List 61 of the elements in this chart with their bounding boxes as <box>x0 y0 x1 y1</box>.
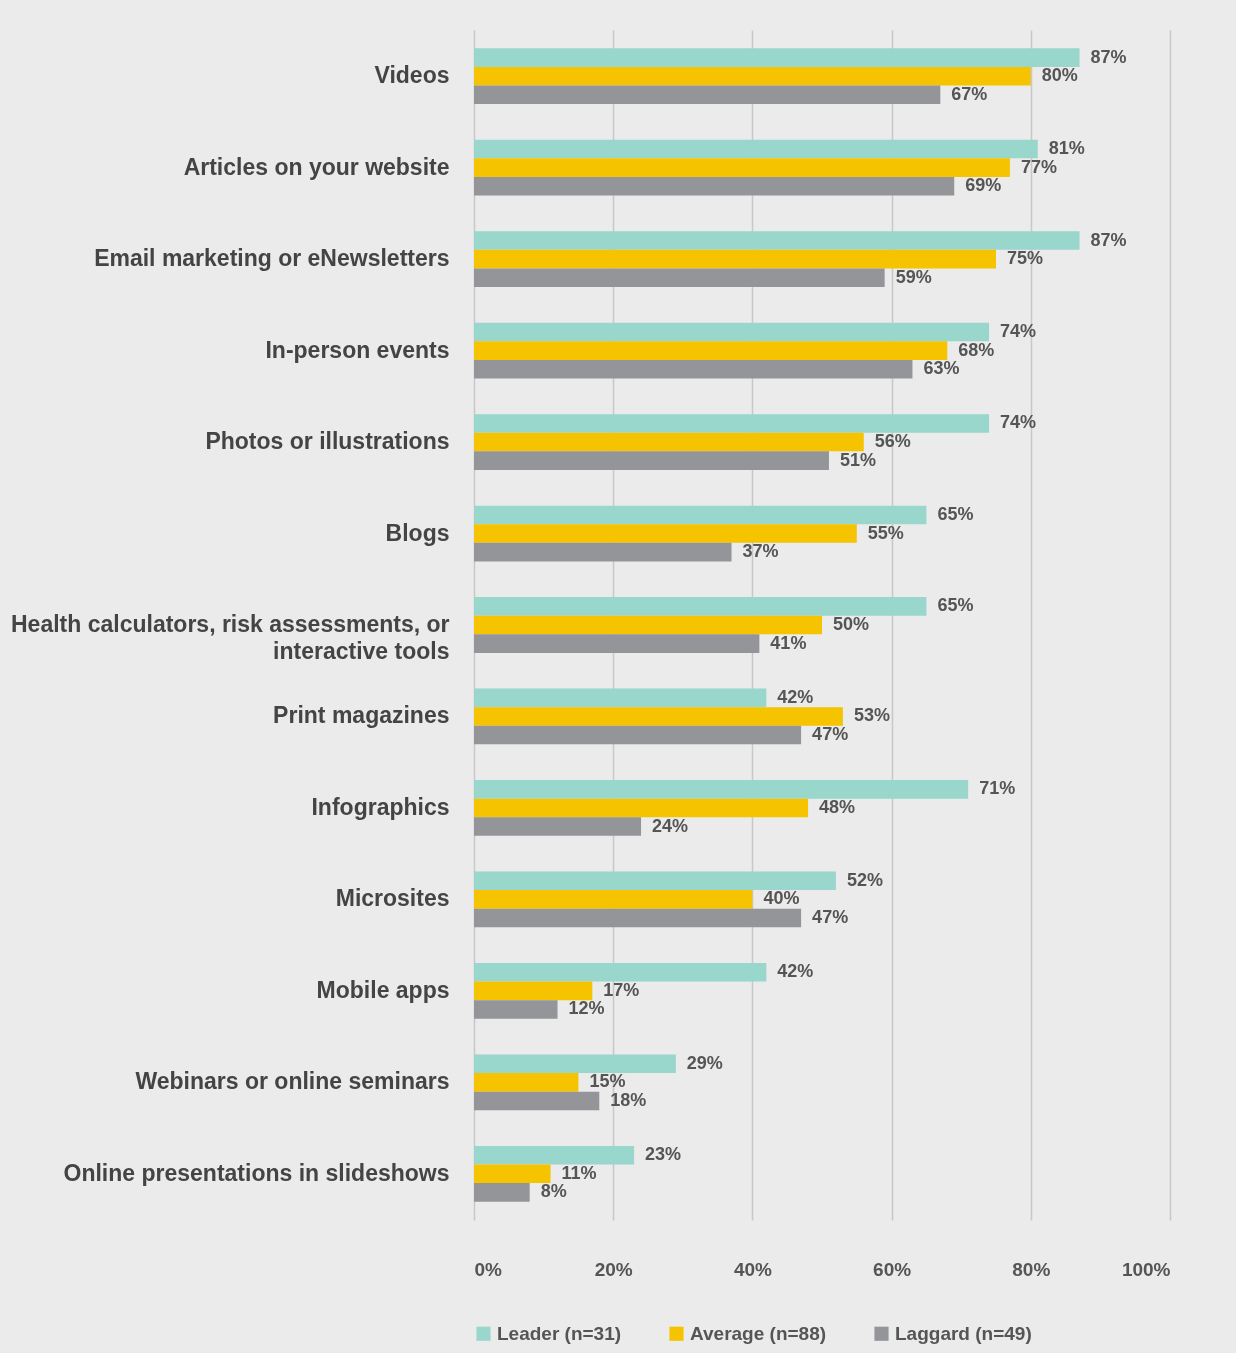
data-label: 17% <box>603 979 640 1000</box>
data-label: 47% <box>812 724 849 745</box>
x-tick-label: 80% <box>1012 1258 1051 1280</box>
y-tick-label: Health calculators, risk assessments, or interactive tools <box>11 611 450 664</box>
data-label: 37% <box>742 541 779 562</box>
y-tick-label: Mobile apps <box>316 976 450 1003</box>
data-label: 41% <box>770 632 807 653</box>
x-tick-label: 0% <box>474 1258 503 1280</box>
data-label: 55% <box>867 522 904 543</box>
y-tick-label: Microsites <box>335 885 450 912</box>
x-tick-label: 20% <box>594 1258 633 1280</box>
data-label: 65% <box>937 595 974 616</box>
y-tick-label: Print magazines <box>273 702 450 729</box>
data-label: 77% <box>1020 156 1057 177</box>
y-tick-label: In-person events <box>265 336 450 363</box>
legend-label: Average (n=88) <box>690 1322 827 1344</box>
data-label: 63% <box>923 358 960 379</box>
data-label: 24% <box>652 815 689 836</box>
y-tick-label: Online presentations in slideshows <box>63 1159 450 1186</box>
data-label: 68% <box>958 339 995 360</box>
data-label: 18% <box>610 1089 647 1110</box>
data-label: 40% <box>763 888 800 909</box>
x-tick-label: 100% <box>1121 1258 1171 1280</box>
x-tick-label: 60% <box>873 1258 912 1280</box>
data-label: 75% <box>1007 248 1044 269</box>
data-label: 81% <box>1048 138 1085 159</box>
data-label: 29% <box>686 1052 723 1073</box>
y-tick-label: Email marketing or eNewsletters <box>94 245 450 272</box>
data-label: 53% <box>853 705 890 726</box>
data-label: 74% <box>1000 412 1037 433</box>
data-label: 50% <box>833 614 870 634</box>
y-tick-label: Webinars or online seminars <box>135 1068 450 1095</box>
data-label: 87% <box>1090 46 1127 67</box>
y-tick-label: Articles on your website <box>183 153 450 180</box>
data-label: 87% <box>1090 229 1127 250</box>
data-label: 67% <box>951 83 988 104</box>
y-tick-label: Blogs <box>385 519 450 546</box>
data-label: 80% <box>1041 65 1078 86</box>
y-tick-label: Infographics <box>311 793 450 820</box>
data-label: 69% <box>965 175 1002 196</box>
data-label: 23% <box>645 1144 682 1165</box>
data-label: 48% <box>819 796 856 817</box>
data-label: 11% <box>561 1162 597 1183</box>
y-tick-label: Videos <box>374 62 450 89</box>
data-label: 56% <box>874 431 911 452</box>
data-label: 15% <box>589 1071 626 1092</box>
legend-label: Leader (n=31) <box>497 1322 622 1344</box>
legend-label: Laggard (n=49) <box>895 1322 1032 1344</box>
data-label: 47% <box>812 907 849 927</box>
data-label: 65% <box>937 503 974 524</box>
data-label: 42% <box>777 961 814 982</box>
data-label: 59% <box>895 266 932 287</box>
data-label: 8% <box>540 1181 567 1202</box>
data-label: 42% <box>777 686 814 707</box>
data-label: 12% <box>568 998 605 1019</box>
x-tick-label: 40% <box>733 1258 773 1280</box>
data-label: 51% <box>839 449 876 470</box>
data-label: 71% <box>979 778 1016 799</box>
data-label: 52% <box>846 869 883 890</box>
y-tick-label: Photos or illustrations <box>205 428 450 455</box>
data-label: 74% <box>1000 321 1037 341</box>
